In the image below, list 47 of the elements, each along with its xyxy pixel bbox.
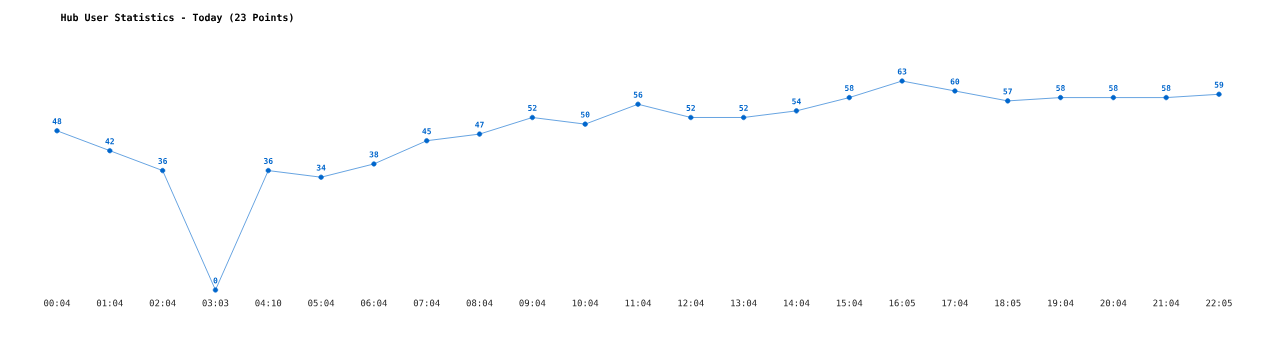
point [265,167,271,174]
point [688,114,694,121]
point [952,88,958,94]
x-tick-label: 11:04 [625,299,652,307]
point [318,174,324,180]
point [54,128,60,134]
x-tick-label: 20:04 [1100,299,1127,307]
x-tick-label: 19:04 [1048,299,1074,307]
x-tick-label: 00:04 [44,299,71,307]
point [1005,98,1011,104]
point [1110,95,1116,101]
point [212,287,219,293]
point [1216,91,1222,97]
point [1163,95,1169,101]
x-tick-label: 17:04 [942,299,968,307]
point [476,131,483,137]
chart-title: Hub User Statistics - Today (23 Points) [61,12,293,24]
x-tick-label: 16:05 [889,299,915,307]
x-tick-label: 03:03 [202,299,229,307]
point [160,167,166,174]
x-tick-label: 07:04 [413,299,440,307]
x-tick-label: 01:04 [96,299,123,307]
point [107,148,113,154]
x-tick-label: 09:04 [519,299,546,307]
point [1057,95,1064,101]
point [741,114,747,121]
point [899,78,905,84]
point [846,95,852,101]
x-tick-label: 02:04 [149,299,176,307]
point [371,161,377,167]
x-tick-label: 18:05 [995,299,1021,307]
x-tick-label: 15:04 [836,299,863,307]
point [529,114,535,121]
point [635,101,641,107]
x-tick-label: 21:04 [1153,299,1180,307]
x-tick-label: 08:04 [466,299,493,307]
point [793,108,800,114]
x-tick-label: 04:10 [255,299,282,307]
point [582,121,588,127]
x-tick-label: 12:04 [678,299,704,307]
x-tick-label: 05:04 [308,299,335,307]
x-tick-label: 13:04 [731,299,757,307]
x-tick-label: 14:04 [784,299,810,307]
point [424,138,430,144]
x-tick-label: 06:04 [360,299,387,307]
x-tick-label: 22:05 [1206,299,1232,307]
x-tick-label: 10:04 [572,299,599,307]
